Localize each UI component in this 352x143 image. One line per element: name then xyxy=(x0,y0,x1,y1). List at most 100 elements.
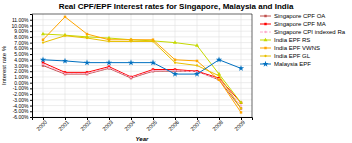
y-tick-mark xyxy=(30,94,32,95)
grid-line-y xyxy=(32,99,252,100)
x-tick-label: 2001 xyxy=(57,119,70,132)
series-marker xyxy=(42,39,44,41)
series-marker xyxy=(86,72,88,74)
series-marker xyxy=(218,78,220,80)
series-marker xyxy=(64,16,66,18)
legend-swatch xyxy=(260,56,271,57)
grid-line-x xyxy=(43,14,44,117)
x-tick-label: 2000 xyxy=(35,119,48,132)
series-marker xyxy=(150,59,156,65)
plot-frame-top xyxy=(32,14,252,15)
series xyxy=(40,57,244,77)
legend-item: Singapore CPF OA xyxy=(260,13,325,19)
y-tick-mark xyxy=(30,31,32,32)
y-tick-mark xyxy=(30,88,32,89)
grid-line-y xyxy=(32,25,252,26)
grid-line-y xyxy=(32,105,252,106)
series-marker xyxy=(106,59,112,65)
series xyxy=(42,61,242,104)
series-marker xyxy=(152,70,154,72)
series-marker xyxy=(240,107,242,109)
x-tick-label: 2008 xyxy=(211,119,224,132)
series-line xyxy=(43,17,241,113)
marks xyxy=(40,16,244,114)
x-tick: 2003 xyxy=(101,117,114,132)
y-tick-mark xyxy=(30,37,32,38)
legend-marker xyxy=(264,23,266,25)
legend-marker xyxy=(264,47,266,49)
x-tick-label: 2007 xyxy=(189,119,202,132)
series-marker xyxy=(41,32,45,35)
series-marker xyxy=(174,62,176,64)
series-marker xyxy=(64,72,66,74)
series-marker xyxy=(108,67,110,69)
x-tick: 2008 xyxy=(211,117,224,132)
grid-line-y xyxy=(32,94,252,95)
grid xyxy=(32,14,252,117)
legend-label: Singapore CPI indexed Ra xyxy=(274,29,346,35)
y-tick-mark xyxy=(30,117,32,118)
y-axis-title: Interest rate % xyxy=(1,45,7,85)
x-tick: 2007 xyxy=(189,117,202,132)
series-marker xyxy=(42,41,44,43)
series xyxy=(42,35,242,110)
x-tick-label: 2002 xyxy=(79,119,92,132)
series-marker xyxy=(86,33,88,35)
x-tick-label: 2004 xyxy=(123,119,136,132)
series-marker xyxy=(86,73,88,75)
series-marker xyxy=(108,40,110,42)
series-marker xyxy=(196,64,198,66)
series-line xyxy=(43,36,241,109)
legend-label: Singapore CPF MA xyxy=(274,21,326,27)
legend: Singapore CPF OA Singapore CPF MA Singapor… xyxy=(260,13,346,67)
y-tick-mark xyxy=(30,83,32,84)
y-tick: -6.00% xyxy=(13,114,32,120)
x-tick-label: 2006 xyxy=(167,119,180,132)
title: Real CPF/EPF Interest rates for Singapor… xyxy=(59,2,294,11)
y-tick-label: -6.00% xyxy=(13,114,29,120)
series-marker xyxy=(196,60,198,62)
series-marker xyxy=(62,58,68,64)
plot-frame-right xyxy=(252,14,253,117)
series xyxy=(41,32,243,104)
grid-line-y xyxy=(32,54,252,55)
legend-swatch xyxy=(260,48,271,49)
legend-marker xyxy=(263,38,267,41)
y-tick-mark xyxy=(30,43,32,44)
grid-line-y xyxy=(32,19,252,20)
legend-marker xyxy=(264,55,266,57)
y-tick-mark xyxy=(30,60,32,61)
x-tick-label: 2005 xyxy=(145,119,158,132)
y-tick-mark xyxy=(30,66,32,67)
series-marker xyxy=(218,79,220,81)
series-line xyxy=(43,63,241,103)
grid-line-y xyxy=(32,82,252,83)
legend-marker xyxy=(264,31,266,33)
series-marker xyxy=(194,71,200,77)
x-axis-title: Year xyxy=(136,136,149,142)
legend-swatch xyxy=(260,24,271,25)
y-tick-mark xyxy=(30,106,32,107)
grid-line-y xyxy=(32,31,252,32)
series-marker xyxy=(42,63,44,65)
legend-item: India EPF RS xyxy=(260,37,310,43)
y-tick-mark xyxy=(30,25,32,26)
grid-line-y xyxy=(32,65,252,66)
series-marker xyxy=(173,40,177,43)
x-tick: 2002 xyxy=(79,117,92,132)
x-tick: 2000 xyxy=(35,117,48,132)
legend-swatch xyxy=(260,32,271,33)
legend-item: India EPF VWNS xyxy=(260,45,320,51)
series-marker xyxy=(108,67,110,69)
series xyxy=(42,63,242,106)
y-tick-mark xyxy=(30,20,32,21)
series-marker xyxy=(218,79,220,81)
series-marker xyxy=(239,100,243,103)
series-line xyxy=(43,60,241,74)
series-marker xyxy=(40,57,46,63)
series-marker xyxy=(130,77,132,79)
y-tick-mark xyxy=(30,71,32,72)
series-marker xyxy=(152,70,154,72)
series-marker xyxy=(195,43,199,46)
grid-line-y xyxy=(32,111,252,112)
